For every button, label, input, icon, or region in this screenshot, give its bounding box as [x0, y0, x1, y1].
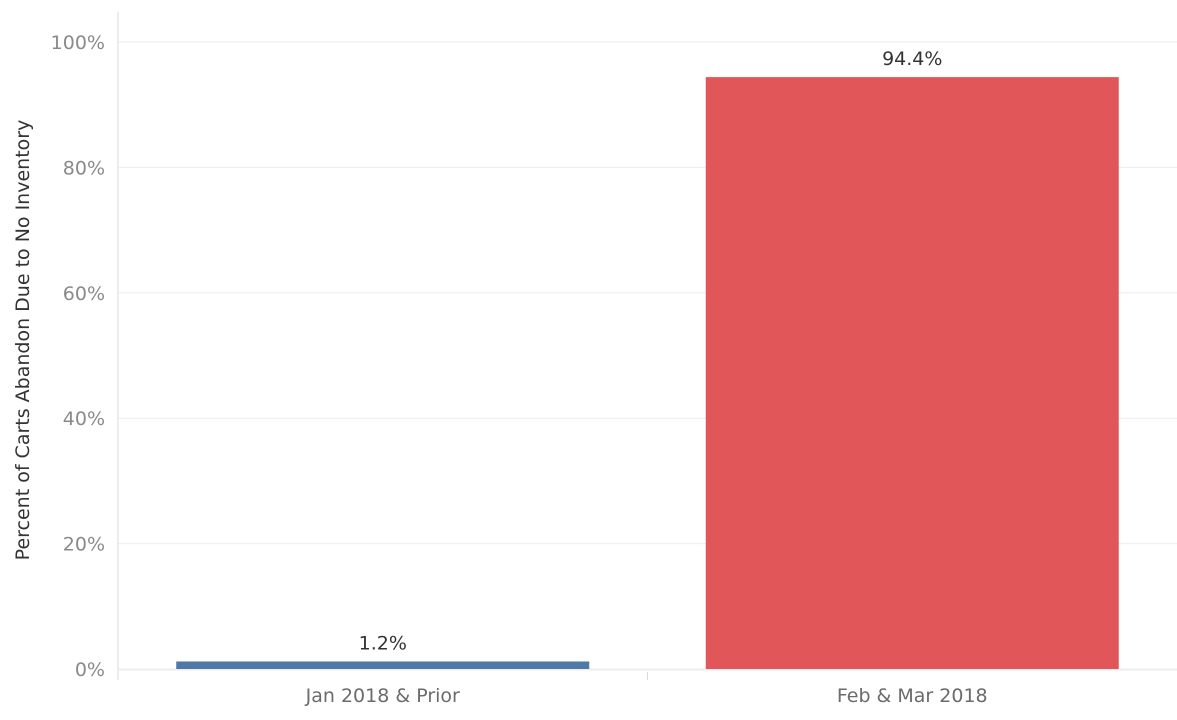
y-tick-label: 80% [63, 157, 105, 179]
y-tick-label: 60% [63, 283, 105, 305]
y-tick-label: 20% [63, 534, 105, 556]
y-tick-label: 0% [75, 659, 105, 681]
data-labels: 1.2% 94.4% [359, 48, 943, 654]
x-tick-label: Jan 2018 & Prior [305, 685, 460, 707]
bars [176, 77, 1119, 669]
bar [176, 661, 590, 669]
y-tick-label: 40% [63, 408, 105, 430]
x-tick-label: Feb & Mar 2018 [837, 685, 988, 707]
data-label: 1.2% [359, 632, 407, 654]
x-axis: Jan 2018 & Prior Feb & Mar 2018 [117, 12, 1177, 707]
data-label: 94.4% [882, 48, 942, 70]
y-axis-title: Percent of Carts Abandon Due to No Inven… [12, 120, 34, 561]
y-tick-label: 100% [51, 32, 105, 54]
y-axis-ticks: 0% 20% 40% 60% 80% 100% [51, 32, 105, 681]
bar [705, 77, 1119, 669]
